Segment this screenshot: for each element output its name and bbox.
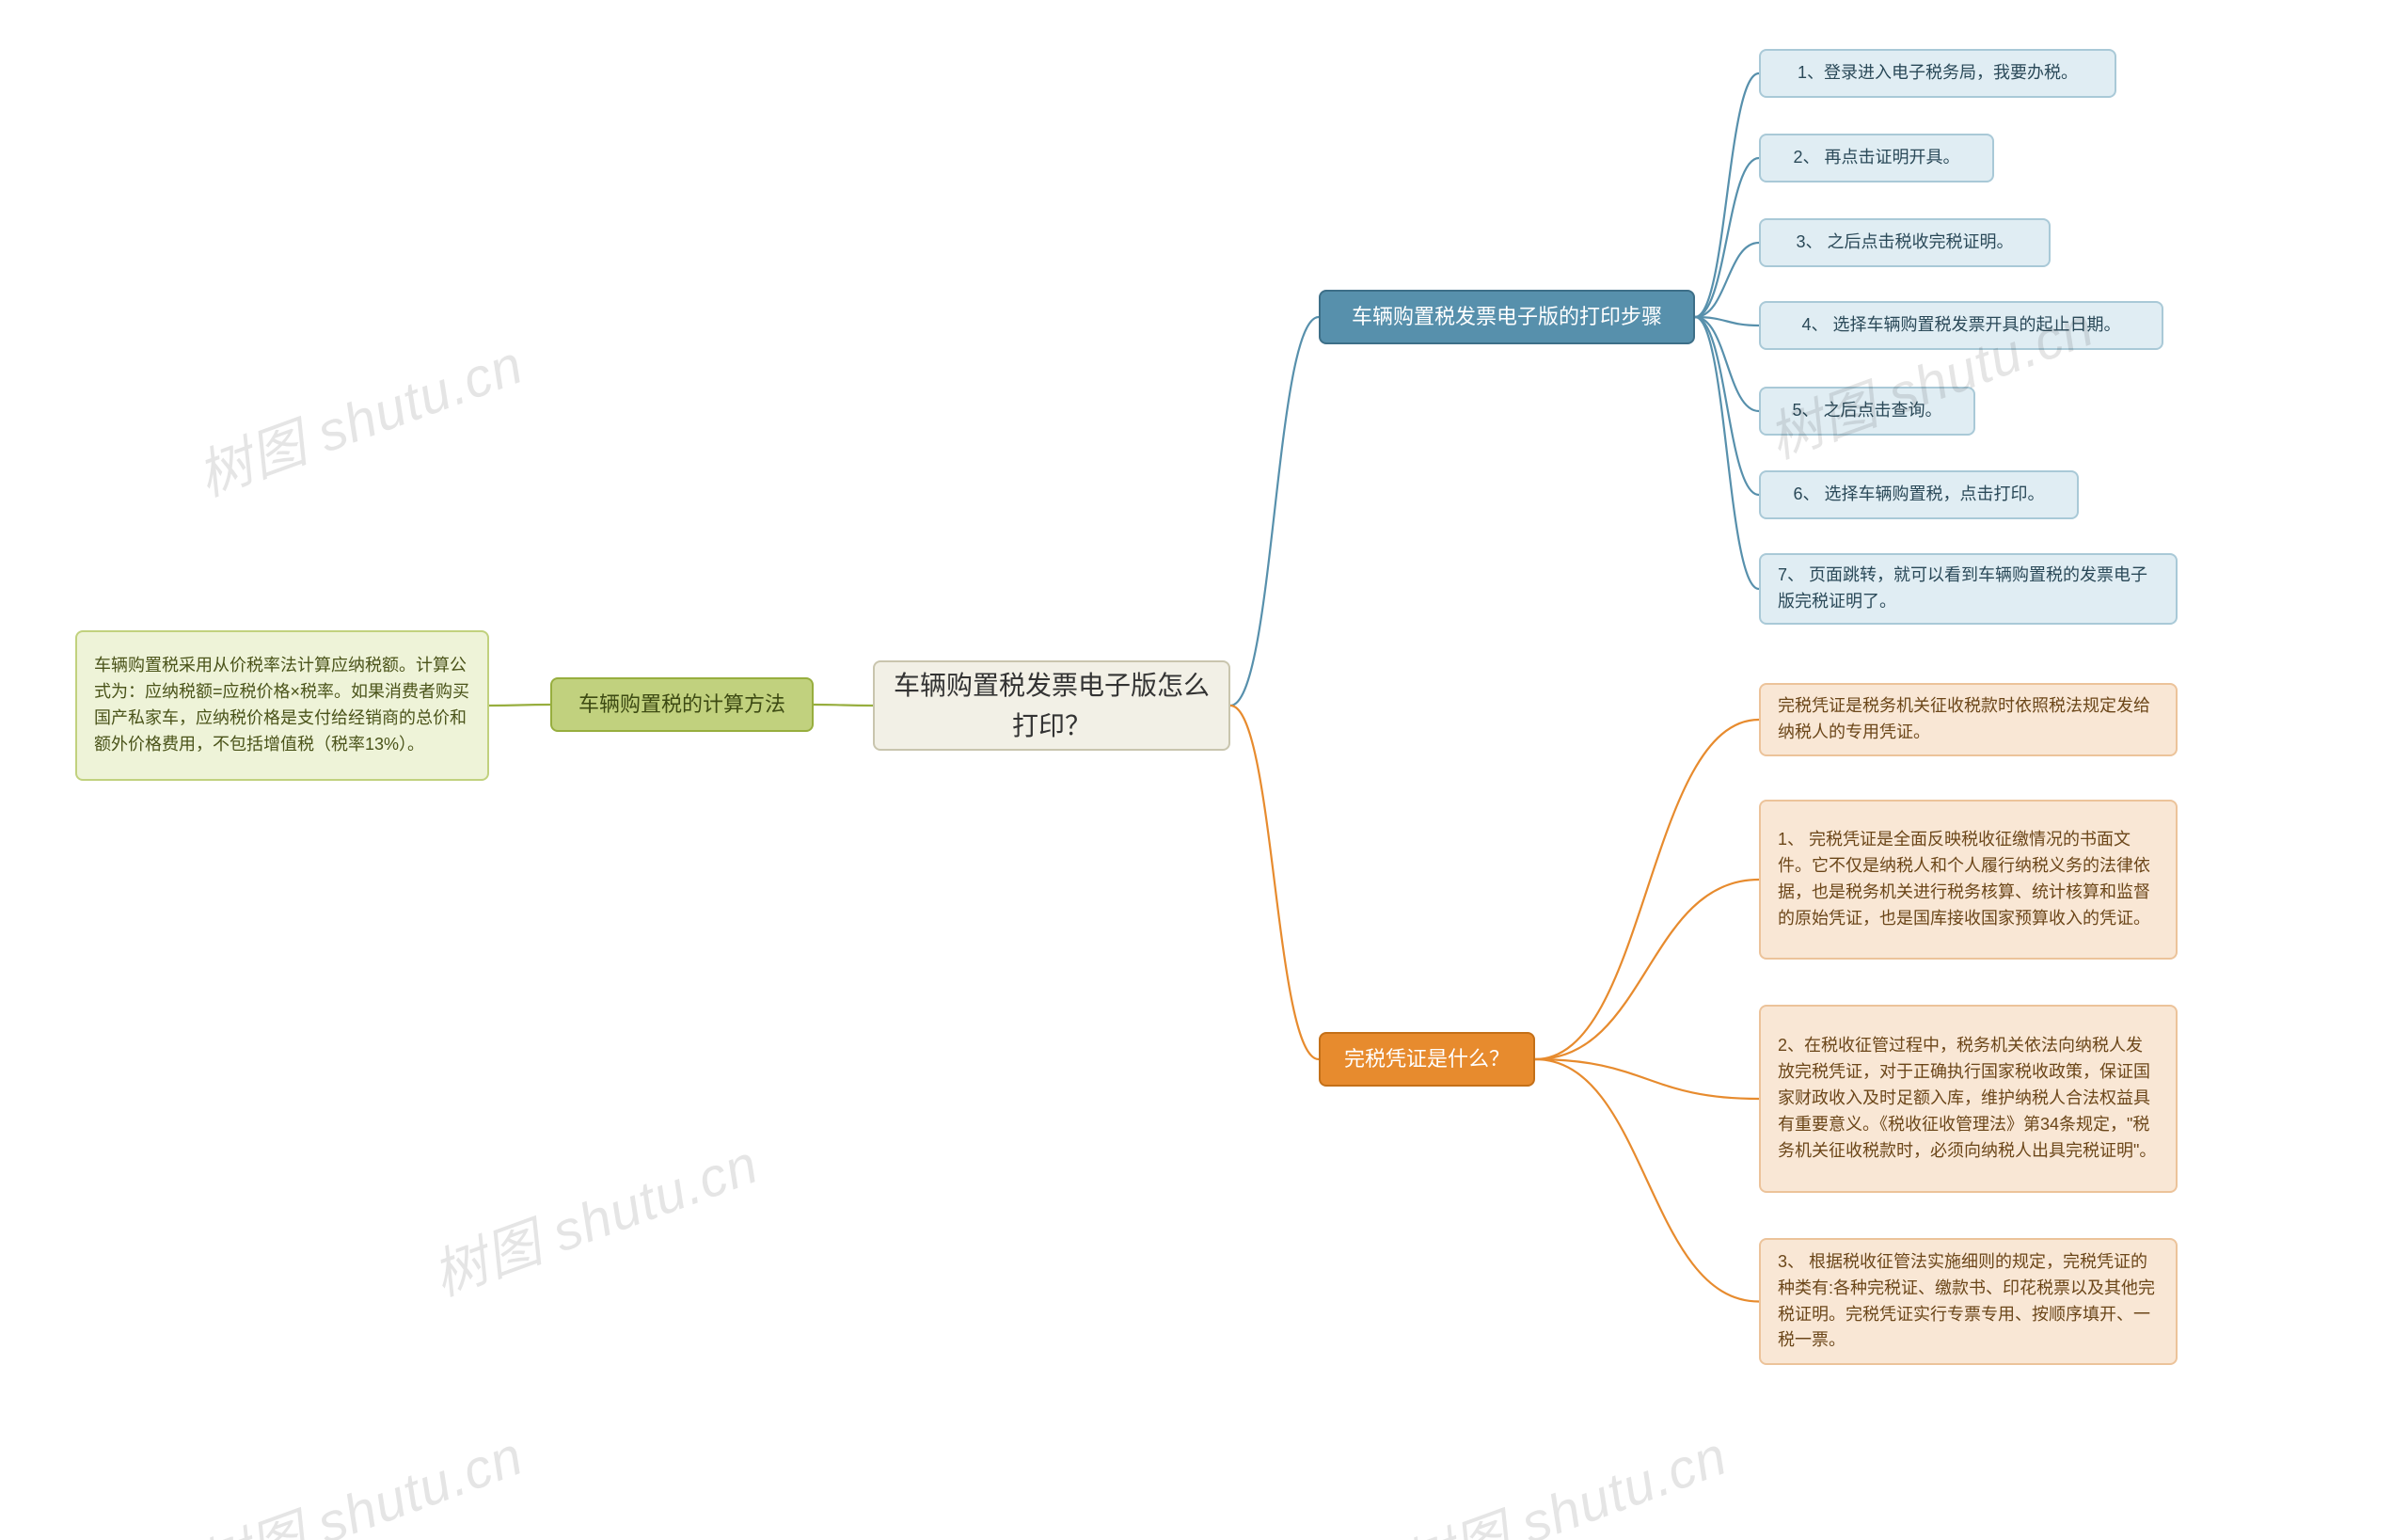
leaf-cert: 1、 完税凭证是全面反映税收征缴情况的书面文件。它不仅是纳税人和个人履行纳税义务… [1759, 800, 2178, 960]
root-label: 车辆购置税发票电子版怎么打印？ [892, 665, 1212, 747]
leaf-step: 5、 之后点击查询。 [1759, 387, 1975, 436]
branch-print-steps: 车辆购置税发票电子版的打印步骤 [1319, 290, 1695, 344]
leaf-step-text: 2、 再点击证明开具。 [1793, 145, 1959, 171]
branch-calc-label: 车辆购置税的计算方法 [578, 689, 785, 721]
leaf-step: 4、 选择车辆购置税发票开具的起止日期。 [1759, 301, 2163, 350]
leaf-step-text: 3、 之后点击税收完税证明。 [1796, 230, 2013, 256]
watermark: 树图 shutu.cn [420, 1120, 768, 1311]
leaf-calc-text: 车辆购置税采用从价税率法计算应纳税额。计算公式为：应纳税额=应税价格×税率。如果… [94, 653, 470, 758]
leaf-cert-text: 2、在税收征管过程中，税务机关依法向纳税人发放完税凭证，对于正确执行国家税收政策… [1778, 1033, 2159, 1164]
root-node: 车辆购置税发票电子版怎么打印？ [873, 660, 1230, 751]
leaf-step-text: 4、 选择车辆购置税发票开具的起止日期。 [1801, 312, 2120, 339]
leaf-cert-text: 完税凭证是税务机关征收税款时依照税法规定发给纳税人的专用凭证。 [1778, 693, 2159, 746]
leaf-step-text: 5、 之后点击查询。 [1792, 398, 1941, 424]
watermark: 树图 shutu.cn [1389, 1412, 1736, 1540]
leaf-cert: 3、 根据税收征管法实施细则的规定，完税凭证的种类有:各种完税证、缴款书、印花税… [1759, 1238, 2178, 1365]
leaf-step: 6、 选择车辆购置税，点击打印。 [1759, 470, 2079, 519]
leaf-calc-detail: 车辆购置税采用从价税率法计算应纳税额。计算公式为：应纳税额=应税价格×税率。如果… [75, 630, 489, 781]
leaf-step: 7、 页面跳转，就可以看到车辆购置税的发票电子版完税证明了。 [1759, 553, 2178, 625]
watermark: 树图 shutu.cn [185, 1412, 532, 1540]
branch-cert-label: 完税凭证是什么？ [1344, 1043, 1510, 1075]
leaf-cert-text: 3、 根据税收征管法实施细则的规定，完税凭证的种类有:各种完税证、缴款书、印花税… [1778, 1249, 2159, 1355]
watermark: 树图 shutu.cn [185, 321, 532, 512]
branch-steps-label: 车辆购置税发票电子版的打印步骤 [1352, 301, 1662, 333]
leaf-step: 3、 之后点击税收完税证明。 [1759, 218, 2051, 267]
leaf-step-text: 1、登录进入电子税务局，我要办税。 [1798, 60, 2078, 87]
leaf-step: 1、登录进入电子税务局，我要办税。 [1759, 49, 2116, 98]
branch-calc-method: 车辆购置税的计算方法 [550, 677, 814, 732]
leaf-step: 2、 再点击证明开具。 [1759, 134, 1994, 183]
leaf-step-text: 6、 选择车辆购置税，点击打印。 [1793, 482, 2044, 508]
branch-tax-cert: 完税凭证是什么？ [1319, 1032, 1535, 1087]
leaf-cert: 2、在税收征管过程中，税务机关依法向纳税人发放完税凭证，对于正确执行国家税收政策… [1759, 1005, 2178, 1193]
leaf-cert-text: 1、 完税凭证是全面反映税收征缴情况的书面文件。它不仅是纳税人和个人履行纳税义务… [1778, 827, 2159, 932]
leaf-step-text: 7、 页面跳转，就可以看到车辆购置税的发票电子版完税证明了。 [1778, 563, 2159, 615]
leaf-cert: 完税凭证是税务机关征收税款时依照税法规定发给纳税人的专用凭证。 [1759, 683, 2178, 756]
